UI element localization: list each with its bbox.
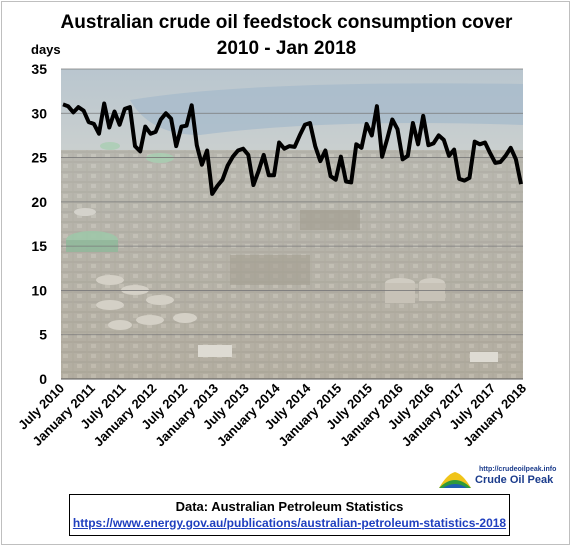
y-tick-label: 35 <box>31 61 47 77</box>
source-box: Data: Australian Petroleum Statistics ht… <box>69 494 510 536</box>
oil-peak-logo-icon <box>439 472 471 488</box>
chart-title: Australian crude oil feedstock consumpti… <box>60 12 513 33</box>
source-link[interactable]: https://www.energy.gov.au/publications/a… <box>72 516 507 530</box>
series-line <box>62 101 523 196</box>
source-label: Data: Australian Petroleum Statistics <box>175 499 404 514</box>
y-tick-label: 5 <box>39 327 47 343</box>
y-axis-label: days <box>31 42 61 57</box>
y-tick-label: 20 <box>31 194 47 210</box>
logo-url: http://crudeoilpeak.info <box>479 466 557 473</box>
y-tick-label: 0 <box>39 371 47 387</box>
chart-title-block: Australian crude oil feedstock consumpti… <box>0 10 573 62</box>
y-tick-label: 10 <box>31 282 47 298</box>
gridlines <box>61 68 523 380</box>
y-axis: 0 5 10 15 20 25 30 35 <box>31 61 47 387</box>
y-tick-label: 25 <box>31 150 47 166</box>
y-tick-label: 15 <box>31 238 47 254</box>
logo-name: Crude Oil Peak <box>475 474 554 486</box>
refinery-photo-background <box>61 69 523 379</box>
chart-subtitle: 2010 - Jan 2018 <box>216 38 357 59</box>
y-tick-label: 30 <box>31 105 47 121</box>
crude-oil-peak-logo: http://crudeoilpeak.info Crude Oil Peak <box>437 466 557 490</box>
